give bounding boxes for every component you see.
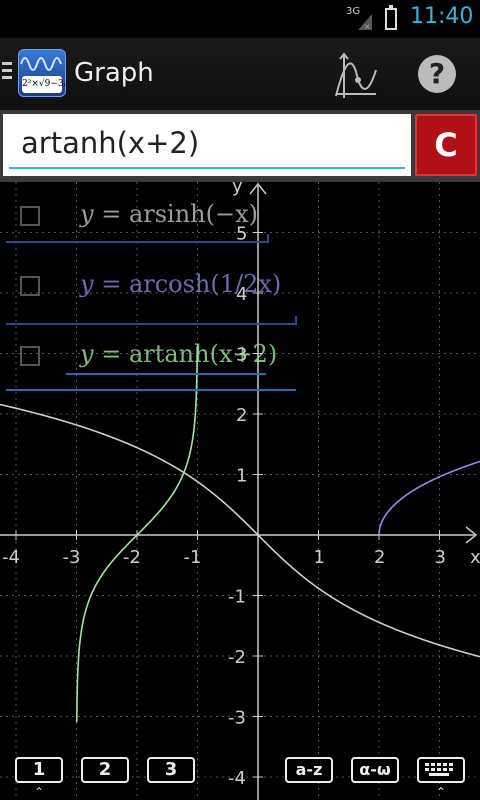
x-tick-label: -3 bbox=[63, 547, 81, 568]
function-label: y = arcosh(1/2x) bbox=[80, 270, 282, 298]
function-input-field[interactable]: artanh(x+2) bbox=[3, 114, 411, 176]
curve-arcosh bbox=[378, 460, 480, 536]
y-tick-label: 1 bbox=[236, 466, 247, 487]
network-type: 3G bbox=[346, 6, 361, 17]
app-icon-formula: 2²×√9−3/2 bbox=[22, 76, 65, 93]
chevron-up-icon: ⌃ bbox=[34, 785, 45, 799]
wave-icon bbox=[20, 57, 62, 71]
x-tick-label: 3 bbox=[435, 547, 446, 568]
svg-text:×: × bbox=[364, 22, 371, 30]
overflow-menu-icon[interactable] bbox=[2, 62, 12, 83]
curve-arsinh bbox=[0, 403, 480, 658]
clock: 11:40 bbox=[410, 4, 474, 29]
y-tick-label: -1 bbox=[228, 587, 246, 608]
help-button[interactable]: ? bbox=[418, 55, 456, 93]
y-axis-label: y bbox=[232, 182, 243, 197]
input-underline bbox=[9, 167, 405, 169]
function-item-3[interactable]: y = artanh(x+2) bbox=[6, 324, 302, 388]
y-axis-arrow bbox=[249, 182, 267, 195]
x-tick-label: -4 bbox=[2, 547, 20, 568]
x-tick-label: 2 bbox=[374, 547, 385, 568]
latin-keyboard-button[interactable]: a-z bbox=[285, 757, 333, 783]
function-input-value[interactable]: artanh(x+2) bbox=[21, 126, 200, 160]
function-label: y = artanh(x+2) bbox=[80, 340, 278, 368]
y-tick-label: -2 bbox=[228, 647, 246, 668]
keypad-1-button[interactable]: 1 bbox=[15, 757, 63, 783]
keypad-3-button[interactable]: 3 bbox=[147, 757, 195, 783]
y-tick-label: 3 bbox=[236, 345, 247, 366]
clear-button[interactable]: C bbox=[415, 114, 477, 176]
greek-keyboard-button[interactable]: α-ω bbox=[351, 757, 399, 783]
signal-icon: × bbox=[358, 14, 372, 30]
y-tick-label: -4 bbox=[228, 768, 246, 789]
function-label: y = arsinh(−x) bbox=[80, 200, 258, 228]
function-checkbox[interactable] bbox=[20, 206, 40, 226]
x-tick-label: -1 bbox=[184, 547, 202, 568]
y-tick-label: -3 bbox=[228, 708, 246, 729]
function-list-frames bbox=[6, 234, 297, 391]
x-tick-label: -2 bbox=[123, 547, 141, 568]
x-axis-arrow bbox=[465, 526, 478, 544]
battery-icon bbox=[385, 5, 397, 30]
function-item-1[interactable]: y = arsinh(−x) bbox=[6, 184, 302, 248]
y-tick-label: 5 bbox=[236, 224, 247, 245]
keypad-2-button[interactable]: 2 bbox=[81, 757, 129, 783]
chevron-up-icon: ⌃ bbox=[436, 785, 447, 799]
keyboard-icon[interactable] bbox=[417, 757, 465, 783]
app-logo-icon[interactable]: 2²×√9−3/2 bbox=[18, 49, 66, 97]
function-checkbox[interactable] bbox=[20, 276, 40, 296]
graph-settings-icon[interactable] bbox=[330, 50, 380, 100]
page-title: Graph bbox=[74, 58, 154, 88]
status-bar: 3G × 11:40 bbox=[0, 0, 480, 38]
app-bar bbox=[0, 38, 480, 110]
y-tick-label: 4 bbox=[236, 284, 247, 305]
x-axis-label: x bbox=[470, 547, 480, 568]
curve-artanh bbox=[75, 346, 199, 723]
x-tick-label: 1 bbox=[314, 547, 325, 568]
function-item-2[interactable]: y = arcosh(1/2x) bbox=[6, 254, 302, 318]
function-checkbox[interactable] bbox=[20, 346, 40, 366]
y-tick-label: 2 bbox=[236, 405, 247, 426]
